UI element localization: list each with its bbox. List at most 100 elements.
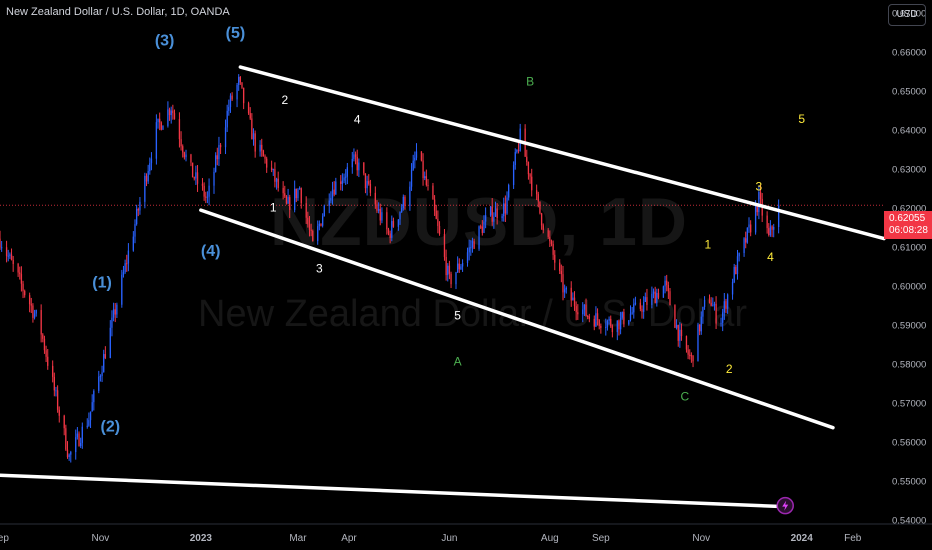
candle-body xyxy=(277,178,279,188)
candle-body xyxy=(262,150,265,157)
candle-body xyxy=(491,206,493,222)
candle-body xyxy=(0,238,1,248)
candle-body xyxy=(363,162,365,174)
currency-button[interactable]: USD xyxy=(888,4,926,26)
candle-body xyxy=(112,309,115,318)
candle-body xyxy=(559,262,561,271)
candle-body xyxy=(542,225,544,231)
candle-body xyxy=(738,253,740,257)
candle-body xyxy=(261,144,263,151)
candle-body xyxy=(404,196,406,206)
candle-body xyxy=(247,103,250,114)
wave-label: (4) xyxy=(201,243,221,260)
candle-body xyxy=(358,162,360,171)
candle-body xyxy=(134,224,136,237)
candle-body xyxy=(368,181,370,184)
candle-body xyxy=(307,217,309,225)
x-tick-label: 2023 xyxy=(190,533,213,544)
candle-body xyxy=(270,167,273,171)
candle-body xyxy=(147,171,149,182)
candle-body xyxy=(618,320,620,330)
candle-body xyxy=(298,188,301,190)
candle-body xyxy=(679,329,681,341)
candle-body xyxy=(374,192,376,205)
candle-body xyxy=(343,177,345,181)
candle-body xyxy=(167,109,169,126)
candle-body xyxy=(191,162,194,178)
candle-body xyxy=(677,324,679,341)
candle-body xyxy=(42,334,44,339)
candle-body xyxy=(236,84,238,100)
candle-body xyxy=(745,238,747,243)
candle-body xyxy=(216,155,218,160)
candle-body xyxy=(710,302,712,306)
y-tick-label: 0.60000 xyxy=(892,281,926,292)
candle-body xyxy=(126,263,128,265)
candle-body xyxy=(540,213,543,226)
candle-body xyxy=(438,226,441,234)
candle-body xyxy=(425,176,428,185)
candle-body xyxy=(43,338,46,351)
candle-body xyxy=(725,301,727,309)
candle-body xyxy=(47,356,49,366)
candle-body xyxy=(317,226,319,242)
candle-body xyxy=(320,223,322,226)
candle-body xyxy=(86,425,88,427)
wave-label: B xyxy=(526,74,534,88)
candle-body xyxy=(377,208,380,211)
candle-body xyxy=(99,376,102,378)
candle-body xyxy=(700,316,702,332)
candle-body xyxy=(611,326,614,333)
candle-body xyxy=(596,313,599,321)
candle-body xyxy=(628,320,630,325)
candle-body xyxy=(526,156,528,163)
candle-body xyxy=(493,216,495,222)
candle-body xyxy=(552,243,554,255)
candle-body xyxy=(768,228,770,236)
candle-body xyxy=(458,263,460,270)
wave-label: A xyxy=(454,354,462,368)
candle-body xyxy=(239,77,242,83)
candle-body xyxy=(98,376,100,391)
candle-body xyxy=(634,302,637,305)
candle-body xyxy=(461,262,464,267)
candle-body xyxy=(170,110,172,116)
candle-body xyxy=(389,233,391,238)
candle-body xyxy=(420,151,423,161)
x-tick-label: Nov xyxy=(692,533,710,544)
candle-body xyxy=(24,290,26,296)
candle-body xyxy=(392,221,395,227)
candle-body xyxy=(731,282,734,295)
candle-body xyxy=(7,255,9,257)
candle-body xyxy=(114,309,116,315)
y-tick-label: 0.54000 xyxy=(892,515,926,526)
candle-body xyxy=(386,212,388,230)
candle-body xyxy=(22,283,24,291)
candle-body xyxy=(657,292,660,298)
candle-body xyxy=(639,302,642,309)
candle-body xyxy=(600,325,602,328)
last-price-tag: 0.62055 06:08:28 xyxy=(884,211,932,239)
candle-body xyxy=(366,181,368,189)
x-tick-label: Nov xyxy=(92,533,110,544)
candle-body xyxy=(720,322,722,324)
candle-body xyxy=(466,252,469,263)
y-tick-label: 0.58000 xyxy=(892,359,926,370)
candle-body xyxy=(238,77,240,85)
candle-body xyxy=(252,133,255,140)
x-tick-label: 2024 xyxy=(791,533,814,544)
candle-body xyxy=(195,172,197,179)
candle-body xyxy=(55,390,57,392)
candle-body xyxy=(687,349,689,355)
candle-body xyxy=(570,287,572,301)
candle-body xyxy=(193,177,195,179)
candle-body xyxy=(641,308,643,312)
candle-body xyxy=(456,263,459,273)
candle-body xyxy=(272,169,274,171)
candle-body xyxy=(75,437,77,453)
candle-body xyxy=(669,291,671,306)
candle-body xyxy=(460,266,462,270)
candle-body xyxy=(12,259,14,264)
